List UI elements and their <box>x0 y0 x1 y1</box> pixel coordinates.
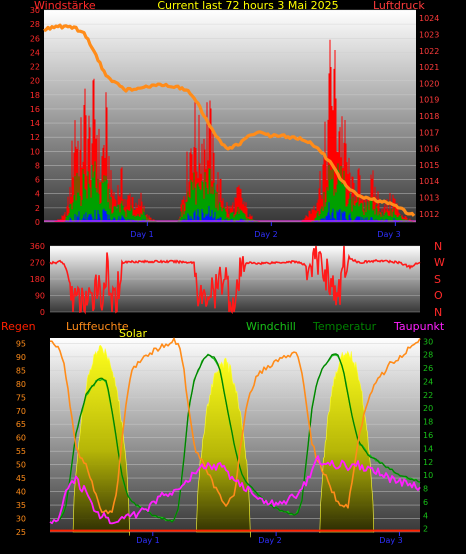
pressure-tick-label: 1021 <box>419 63 439 72</box>
day-label: Day 1 <box>136 536 159 545</box>
direction-tick-label: 270 <box>30 259 45 268</box>
humidity-tick-label: 45 <box>16 474 26 483</box>
pressure-tick-label: 1024 <box>419 14 439 23</box>
humidity-line <box>49 337 421 515</box>
humidity-tick-label: 40 <box>16 488 26 497</box>
direction-tick-label: 180 <box>30 275 45 284</box>
pressure-tick-label: 1014 <box>419 177 439 186</box>
pressure-tick-label: 1018 <box>419 112 439 121</box>
wind-tick-label: 2 <box>35 204 40 213</box>
humidity-label: Luftfeuchte <box>66 320 129 333</box>
humidity-tick-label: 25 <box>16 528 26 537</box>
humidity-tick-label: 60 <box>16 434 26 443</box>
wind-tick-label: 0 <box>35 218 40 227</box>
temperature-tick-label: 10 <box>423 471 433 480</box>
temperature-tick-label: 6 <box>423 498 428 507</box>
wind-tick-label: 4 <box>35 190 40 199</box>
solar-area <box>319 350 375 533</box>
dewpoint-line <box>49 455 421 525</box>
direction-tick-label: 90 <box>35 292 45 301</box>
wind-tick-label: 24 <box>30 48 40 57</box>
humidity-tick-label: 80 <box>16 380 26 389</box>
humidity-tick-label: 50 <box>16 461 26 470</box>
pressure-tick-label: 1013 <box>419 194 439 203</box>
temperature-tick-label: 8 <box>423 485 428 494</box>
pressure-tick-label: 1020 <box>419 79 439 88</box>
pressure-tick-label: 1023 <box>419 30 439 39</box>
temperature-tick-label: 20 <box>423 404 433 413</box>
humidity-tick-label: 35 <box>16 501 26 510</box>
pressure-tick-label: 1012 <box>419 210 439 219</box>
wind-tick-label: 6 <box>35 176 40 185</box>
direction-tick-label: 0 <box>40 308 45 317</box>
solar-label: Solar <box>119 327 148 340</box>
wind-tick-label: 30 <box>30 6 40 15</box>
temperature-tick-label: 26 <box>423 364 433 373</box>
pressure-line <box>43 23 416 217</box>
compass-label: N <box>434 240 442 253</box>
humidity-tick-label: 85 <box>16 366 26 375</box>
pressure-tick-label: 1015 <box>419 161 439 170</box>
pressure-tick-label: 1019 <box>419 96 439 105</box>
temperature-tick-label: 4 <box>423 511 428 520</box>
temperature-tick-label: 18 <box>423 418 433 427</box>
humidity-tick-label: 70 <box>16 407 26 416</box>
wind-tick-label: 22 <box>30 63 40 72</box>
day-label: Day 2 <box>254 230 277 239</box>
pressure-axis-title: Luftdruck <box>373 0 425 12</box>
wind-tick-label: 14 <box>30 119 40 128</box>
temperature-tick-label: 2 <box>423 525 428 534</box>
temperature-tick-label: 16 <box>423 431 433 440</box>
day-label: Day 3 <box>379 536 402 545</box>
wind-tick-label: 20 <box>30 77 40 86</box>
humidity-tick-label: 55 <box>16 447 26 456</box>
wind-tick-label: 28 <box>30 20 40 29</box>
temperature-tick-label: 28 <box>423 351 433 360</box>
day-label: Day 1 <box>130 230 153 239</box>
windchill-label: Windchill <box>246 320 296 333</box>
compass-label: O <box>434 289 443 302</box>
wind-tick-label: 26 <box>30 34 40 43</box>
wind-axis-title: Windstärke <box>34 0 96 12</box>
wind-tick-label: 10 <box>30 147 40 156</box>
humidity-tick-label: 65 <box>16 420 26 429</box>
temperature-label: Temperatur <box>312 320 377 333</box>
pressure-tick-label: 1017 <box>419 128 439 137</box>
temperature-tick-label: 30 <box>423 337 433 346</box>
compass-label: N <box>434 306 442 319</box>
day-label: Day 3 <box>377 230 400 239</box>
humidity-tick-label: 30 <box>16 515 26 524</box>
wind-direction-line <box>49 245 421 315</box>
humidity-tick-label: 75 <box>16 393 26 402</box>
chart-title: Current last 72 hours 3 Mai 2025 <box>157 0 338 12</box>
temperature-tick-label: 14 <box>423 444 433 453</box>
wind-tick-label: 16 <box>30 105 40 114</box>
humidity-tick-label: 95 <box>16 339 26 348</box>
day-label: Day 2 <box>258 536 281 545</box>
temperature-tick-label: 24 <box>423 377 433 386</box>
wind-tick-label: 18 <box>30 91 40 100</box>
humidity-tick-label: 90 <box>16 353 26 362</box>
pressure-tick-label: 1022 <box>419 47 439 56</box>
dewpoint-label: Taupunkt <box>393 320 445 333</box>
pressure-tick-label: 1016 <box>419 145 439 154</box>
temperature-tick-label: 12 <box>423 458 433 467</box>
wind-tick-label: 8 <box>35 161 40 170</box>
wind-tick-label: 12 <box>30 133 40 142</box>
compass-label: W <box>434 256 445 269</box>
rain-label: Regen <box>1 320 36 333</box>
compass-label: S <box>434 273 441 286</box>
direction-tick-label: 360 <box>30 242 45 251</box>
temperature-tick-label: 22 <box>423 391 433 400</box>
